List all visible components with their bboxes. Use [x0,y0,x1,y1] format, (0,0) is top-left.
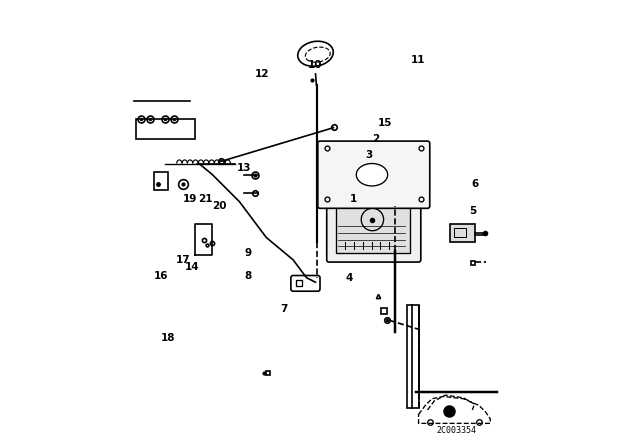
Text: 3: 3 [365,150,373,159]
Text: 8: 8 [244,271,252,280]
Bar [136,119,195,139]
Text: 2: 2 [372,134,380,144]
Bar [336,195,410,253]
Text: 5: 5 [468,206,476,215]
Bar [154,172,168,190]
Bar [454,228,466,237]
Text: 17: 17 [176,255,191,265]
Text: 18: 18 [161,333,175,343]
Text: 13: 13 [237,163,251,173]
Bar [407,305,419,408]
FancyBboxPatch shape [327,186,421,262]
Text: 7: 7 [280,304,288,314]
Text: 14: 14 [185,262,200,271]
Text: 4: 4 [346,273,353,283]
Bar [450,224,475,242]
Text: 20: 20 [212,201,227,211]
Text: 15: 15 [378,118,392,128]
Text: 16: 16 [154,271,168,280]
Text: 12: 12 [255,69,269,79]
Text: 11: 11 [412,56,426,65]
FancyBboxPatch shape [291,276,320,291]
Text: 10: 10 [308,60,323,70]
Text: 9: 9 [244,248,252,258]
Text: 19: 19 [183,194,197,204]
Text: 21: 21 [198,194,213,204]
Text: 2C003354: 2C003354 [436,426,477,435]
Text: 6: 6 [471,179,478,189]
FancyBboxPatch shape [317,141,430,208]
Ellipse shape [356,164,388,186]
Text: 1: 1 [350,194,357,204]
